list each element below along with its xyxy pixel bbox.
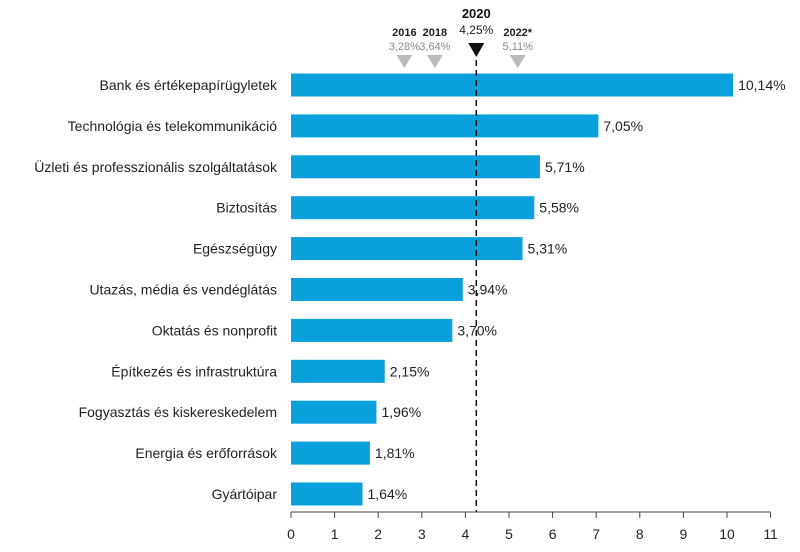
bar: [291, 441, 370, 465]
bar: [291, 114, 599, 138]
bar: [291, 196, 535, 220]
marker-year: 2020: [462, 6, 491, 21]
value-label: 5,31%: [528, 241, 568, 257]
bar: [291, 155, 540, 179]
category-label: Üzleti és professzionális szolgáltatások: [34, 158, 278, 175]
bar: [291, 482, 363, 506]
x-tick-label: 6: [549, 526, 557, 542]
marker-year: 2016: [392, 27, 416, 39]
value-label: 2,15%: [390, 363, 430, 379]
category-label: Gyártóipar: [212, 486, 278, 502]
marker-triangle: [396, 55, 413, 68]
bar: [291, 359, 385, 383]
x-tick-label: 4: [462, 526, 470, 542]
bars-group: Bank és értékepapírügyletek 10,14% Technol…: [34, 73, 786, 506]
year-markers: 2016 3,28%2018 3,64% 2020 4,25% 2022* 5,11%: [389, 6, 533, 512]
category-label: Energia és erőforrások: [135, 445, 278, 461]
x-tick-label: 11: [763, 526, 778, 542]
value-label: 7,05%: [603, 118, 643, 134]
x-tick-label: 7: [592, 526, 600, 542]
bar: [291, 73, 734, 97]
value-label: 5,71%: [545, 159, 585, 175]
marker-year: 2018: [423, 27, 447, 39]
bar: [291, 278, 463, 301]
value-label: 5,58%: [539, 200, 579, 216]
bar: [291, 400, 377, 424]
marker-value: 4,25%: [459, 23, 493, 37]
category-label: Biztosítás: [216, 200, 277, 216]
x-tick-label: 3: [418, 526, 426, 542]
category-label: Oktatás és nonprofit: [152, 322, 277, 338]
bar: [291, 318, 453, 342]
value-label: 1,81%: [375, 445, 415, 461]
category-label: Fogyasztás és kiskereskedelem: [79, 404, 277, 420]
value-label: 10,14%: [738, 77, 785, 93]
category-label: Építkezés és infrastruktúra: [111, 363, 277, 379]
x-tick-label: 5: [505, 526, 513, 542]
x-axis: 0 1 2 3 4 5 6 7 8 9 10 11: [287, 511, 778, 542]
x-tick-label: 9: [680, 526, 688, 542]
marker-value: 5,11%: [503, 41, 534, 53]
marker-triangle: [468, 43, 485, 57]
category-label: Bank és értékepapírügyletek: [100, 77, 278, 93]
bar: [291, 237, 523, 261]
x-tick-label: 2: [374, 526, 382, 542]
marker-year: 2022*: [503, 27, 532, 39]
x-tick-label: 8: [636, 526, 644, 542]
marker-value: 3,64%: [419, 41, 450, 53]
x-tick-label: 0: [287, 526, 295, 542]
x-tick-label: 1: [331, 526, 339, 542]
category-label: Egészségügy: [193, 241, 277, 257]
x-tick-label: 10: [719, 526, 735, 542]
marker-value: 3,28%: [389, 41, 420, 53]
marker-triangle: [426, 55, 443, 68]
marker-triangle: [509, 55, 526, 68]
value-label: 3,70%: [457, 322, 497, 338]
value-label: 1,64%: [368, 486, 408, 502]
category-label: Technológia és telekommunikáció: [68, 118, 278, 134]
value-label: 3,94%: [468, 282, 508, 298]
value-label: 1,96%: [381, 404, 421, 420]
category-label: Utazás, média és vendéglátás: [89, 282, 277, 298]
